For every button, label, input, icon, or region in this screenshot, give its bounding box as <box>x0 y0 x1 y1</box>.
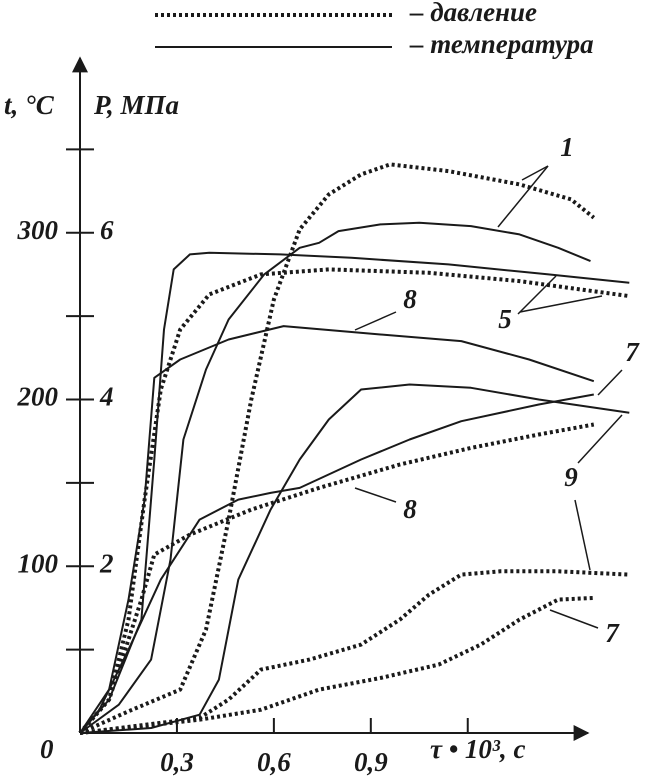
temperature-line <box>79 251 630 734</box>
pressure-line <box>78 422 595 735</box>
curve-label: 7 <box>625 337 640 367</box>
leader-line <box>549 609 599 629</box>
y-tick-label: 200 <box>17 382 59 412</box>
y-tick-label: 100 <box>18 548 59 578</box>
curve-label: 8 <box>403 494 417 524</box>
legend-label: – давление <box>409 0 537 27</box>
curve-label: 5 <box>498 304 512 334</box>
curve-label: 8 <box>403 284 417 314</box>
leader-line <box>354 487 397 503</box>
temperature-line <box>79 325 595 734</box>
pressure-line <box>78 267 630 735</box>
leader-line <box>519 295 603 313</box>
leader-line <box>521 165 549 181</box>
leader-line <box>577 414 623 464</box>
origin-label: 0 <box>40 734 54 764</box>
y2-axis-label: P, МПа <box>93 90 179 120</box>
temperature-line <box>79 221 591 734</box>
x-tick-label: 0,6 <box>257 747 291 777</box>
x-tick-label: 0,9 <box>354 747 388 777</box>
leader-line <box>497 165 549 228</box>
leader-line <box>574 499 591 571</box>
pressure-line <box>79 595 594 735</box>
curve-label: 1 <box>560 132 574 162</box>
pressure-line <box>79 162 596 735</box>
y2-tick-label: 6 <box>100 215 114 245</box>
y2-tick-label: 4 <box>99 382 114 412</box>
temperature-line <box>79 383 630 734</box>
x-axis-label: τ • 10³, с <box>430 734 526 764</box>
temperature-line <box>79 393 594 734</box>
pressure-line <box>79 569 630 735</box>
legend-label: – температура <box>409 29 594 59</box>
leader-line <box>354 311 397 331</box>
curve-label: 7 <box>605 618 620 648</box>
curve-label: 9 <box>564 462 578 492</box>
y2-tick-label: 2 <box>99 548 114 578</box>
x-tick-label: 0,3 <box>160 747 194 777</box>
y-tick-label: 300 <box>17 215 59 245</box>
leader-line <box>517 275 557 315</box>
leader-line <box>597 369 623 396</box>
y-axis-label: t, °C <box>4 90 55 120</box>
